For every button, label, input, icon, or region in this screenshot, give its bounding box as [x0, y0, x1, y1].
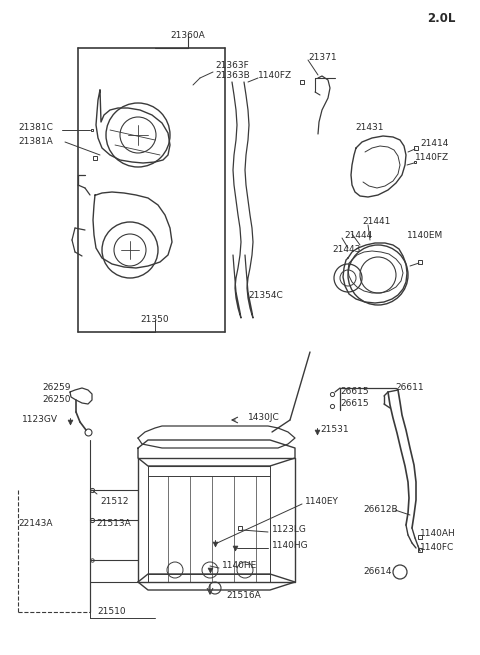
Text: 26615: 26615: [340, 388, 369, 396]
Text: 1140EM: 1140EM: [407, 231, 443, 240]
Text: 26259: 26259: [42, 383, 71, 392]
Text: 26611: 26611: [395, 383, 424, 392]
Text: 21350: 21350: [141, 316, 169, 324]
Text: 1123GV: 1123GV: [22, 415, 58, 424]
Text: 21371: 21371: [308, 54, 336, 62]
Text: 21443: 21443: [332, 246, 360, 255]
Text: 21516A: 21516A: [226, 591, 261, 601]
Text: 26250: 26250: [42, 396, 71, 405]
Text: 21363F: 21363F: [215, 60, 249, 69]
Text: 21381C: 21381C: [18, 124, 53, 132]
Text: 1140FC: 1140FC: [420, 542, 454, 552]
Text: 21510: 21510: [98, 607, 126, 616]
Text: 1430JC: 1430JC: [248, 413, 280, 422]
Text: 1140AH: 1140AH: [420, 529, 456, 538]
Text: 21363B: 21363B: [215, 71, 250, 81]
Text: 21441: 21441: [362, 217, 390, 227]
Text: 1140HG: 1140HG: [272, 542, 309, 550]
Text: 26614: 26614: [363, 567, 392, 576]
Text: 21513A: 21513A: [96, 519, 131, 529]
Text: 26612B: 26612B: [363, 506, 397, 514]
Text: 22143A: 22143A: [18, 519, 52, 529]
Text: 21531: 21531: [320, 426, 348, 434]
Text: 21431: 21431: [355, 124, 384, 132]
Text: 1140FZ: 1140FZ: [415, 153, 449, 162]
Text: 21381A: 21381A: [18, 138, 53, 147]
Text: 1140FZ: 1140FZ: [258, 71, 292, 81]
Text: 26615: 26615: [340, 400, 369, 409]
Text: 21354C: 21354C: [248, 291, 283, 299]
Text: 1140HE: 1140HE: [222, 561, 257, 571]
Text: 21414: 21414: [420, 138, 448, 147]
Text: 2.0L: 2.0L: [427, 12, 455, 24]
Text: 21360A: 21360A: [170, 31, 205, 41]
Text: 1140EY: 1140EY: [305, 498, 339, 506]
Text: 1123LG: 1123LG: [272, 525, 307, 534]
Text: 21444: 21444: [344, 231, 372, 240]
Text: 21512: 21512: [100, 498, 129, 506]
